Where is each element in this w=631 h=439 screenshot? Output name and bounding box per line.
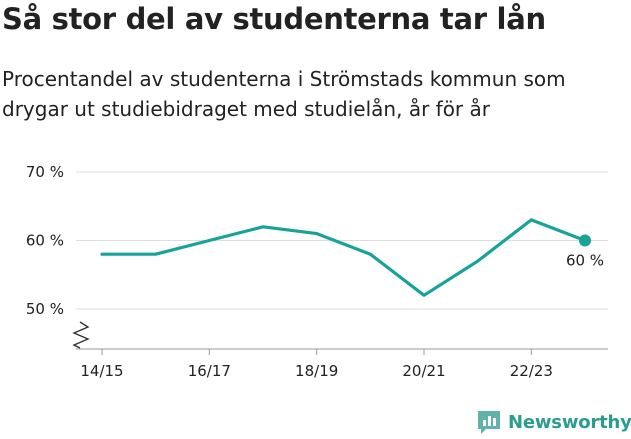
x-tick-label: 16/17 xyxy=(188,362,231,380)
end-value-label: 60 % xyxy=(566,252,604,270)
series-polyline xyxy=(100,218,587,297)
end-point xyxy=(579,234,591,247)
y-tick-label: 50 % xyxy=(26,300,64,318)
chart-subtitle: Procentandel av studenterna i Strömstads… xyxy=(2,67,566,121)
logo-text: Newsworthy xyxy=(508,411,631,433)
series-line xyxy=(100,218,587,297)
axis-break-icon xyxy=(72,321,90,349)
x-axis: 14/15 16/17 18/19 20/21 22/23 xyxy=(76,348,608,380)
newsworthy-logo: Newsworthy xyxy=(476,407,631,437)
x-tick-label: 14/15 xyxy=(80,362,123,380)
x-tick-label: 20/21 xyxy=(402,362,445,380)
axis-break-zigzag xyxy=(72,321,90,349)
x-tick-label: 18/19 xyxy=(295,362,338,380)
newsworthy-chart-icon xyxy=(478,411,500,434)
y-axis-ticks: 50 % 60 % 70 % xyxy=(26,163,64,318)
chart-title: Så stor del av studenterna tar lån xyxy=(2,2,546,36)
grid-lines xyxy=(76,171,608,310)
x-tick-label: 22/23 xyxy=(510,362,553,380)
y-tick-label: 70 % xyxy=(26,163,64,181)
y-tick-label: 60 % xyxy=(26,232,64,250)
end-marker: 60 % xyxy=(566,234,604,270)
line-chart: 50 % 60 % 70 % 14/15 16/17 18/19 20/21 22/23 6… xyxy=(26,163,608,380)
